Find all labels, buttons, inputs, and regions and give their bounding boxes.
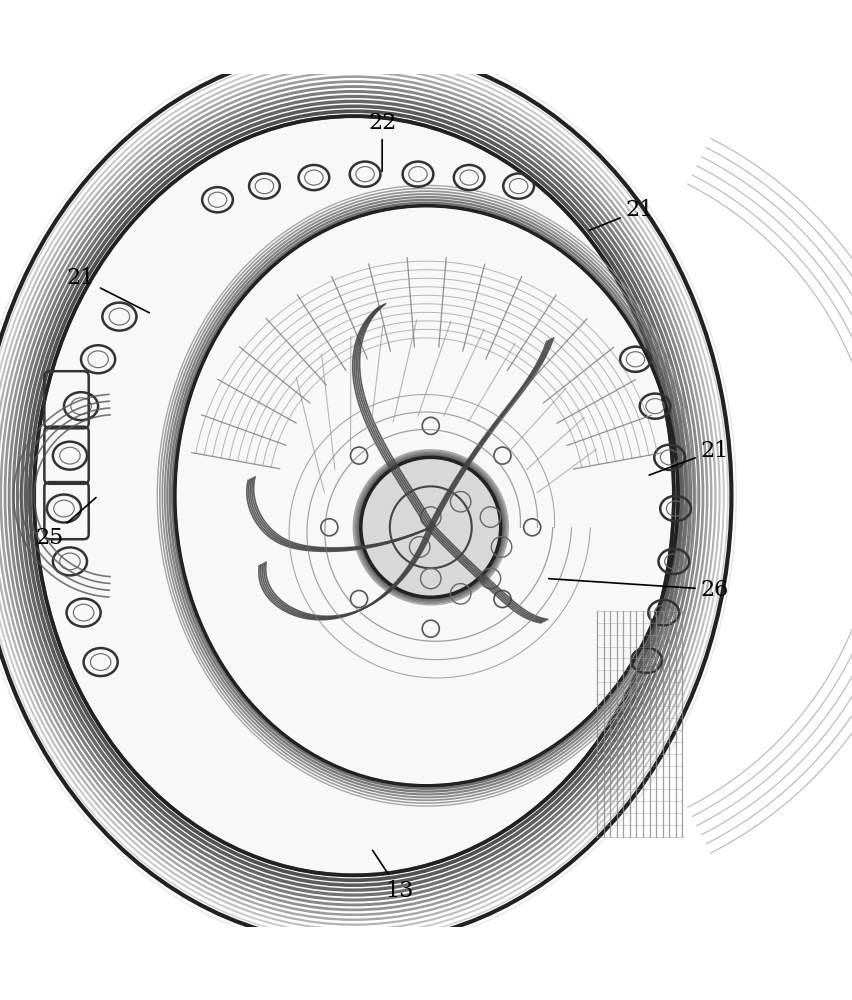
Text: 26: 26: [548, 579, 728, 601]
Text: 21: 21: [589, 199, 653, 230]
Text: 21: 21: [66, 267, 149, 313]
Text: 13: 13: [372, 850, 413, 902]
Text: 22: 22: [367, 112, 396, 171]
Polygon shape: [34, 116, 673, 875]
Text: 21: 21: [648, 440, 728, 475]
Ellipse shape: [360, 457, 500, 597]
Text: 25: 25: [35, 498, 96, 549]
